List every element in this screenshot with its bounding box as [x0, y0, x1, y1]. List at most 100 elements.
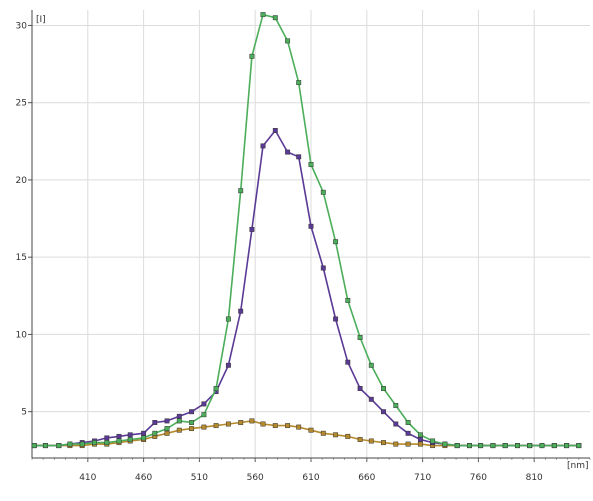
x-tick-label: 460	[135, 473, 152, 483]
data-point	[56, 443, 62, 449]
x-tick-label: 560	[247, 473, 264, 483]
data-point	[201, 412, 207, 418]
data-point	[296, 154, 302, 160]
data-point	[285, 38, 291, 44]
data-point	[213, 386, 219, 391]
data-point	[249, 418, 255, 424]
y-tick-label: 15	[16, 253, 27, 263]
data-point	[333, 316, 339, 322]
data-point	[127, 437, 133, 442]
data-point	[320, 265, 326, 271]
x-tick-label: 510	[191, 473, 208, 483]
data-point	[201, 401, 207, 407]
grid-layer	[32, 10, 590, 458]
data-point	[272, 15, 278, 21]
data-point	[405, 441, 411, 447]
data-point	[430, 438, 436, 444]
data-point	[260, 12, 266, 18]
data-point	[345, 297, 351, 303]
y-tick-label: 25	[16, 99, 27, 109]
data-point	[308, 427, 314, 433]
data-point	[285, 149, 291, 155]
data-point	[249, 226, 255, 232]
data-point	[141, 435, 147, 441]
data-point	[381, 386, 386, 391]
data-point	[515, 443, 520, 449]
x-tick-label: 760	[470, 473, 487, 483]
y-tick-label: 5	[21, 408, 27, 418]
data-point	[368, 396, 374, 402]
data-point	[368, 362, 374, 368]
y-tick-label: 30	[16, 21, 28, 31]
data-point	[225, 362, 231, 368]
data-point	[42, 443, 48, 449]
data-point	[164, 430, 170, 436]
data-point	[176, 427, 182, 433]
data-point	[345, 359, 351, 365]
data-point	[296, 424, 302, 430]
data-point	[357, 437, 363, 442]
x-axis-label: [nm]	[567, 461, 589, 471]
data-point	[393, 403, 399, 408]
data-point	[260, 143, 266, 149]
data-point	[576, 443, 582, 449]
data-point	[164, 426, 170, 432]
data-point	[490, 443, 496, 449]
data-point	[127, 432, 133, 438]
data-point	[141, 430, 147, 436]
data-point	[152, 430, 158, 436]
data-point	[417, 432, 423, 438]
data-point	[405, 420, 411, 425]
data-point	[238, 188, 244, 194]
data-point	[104, 435, 110, 441]
data-point	[31, 443, 37, 449]
data-point	[381, 409, 386, 415]
data-point	[238, 308, 244, 314]
data-point	[333, 432, 339, 438]
data-point	[272, 128, 278, 133]
data-point	[442, 441, 448, 447]
data-point	[152, 420, 158, 425]
data-point	[116, 433, 122, 439]
data-point	[296, 80, 302, 86]
x-tick-label: 710	[414, 473, 431, 483]
data-point	[213, 423, 219, 429]
data-point	[320, 189, 326, 195]
data-point	[417, 441, 423, 447]
data-point	[417, 437, 423, 442]
data-point	[320, 430, 326, 436]
data-point	[333, 239, 339, 245]
data-point	[357, 386, 363, 391]
y-tick-label: 20	[16, 176, 28, 186]
data-point	[116, 438, 122, 444]
data-point	[368, 438, 374, 444]
data-point	[527, 443, 533, 449]
data-point	[454, 443, 460, 449]
data-point	[285, 423, 291, 429]
data-point	[345, 433, 351, 439]
data-point	[176, 418, 182, 424]
data-point	[393, 441, 399, 447]
data-point	[189, 420, 195, 425]
data-point	[405, 430, 411, 436]
y-axis-label: [I]	[36, 15, 46, 25]
data-point	[225, 316, 231, 322]
data-point	[260, 421, 266, 427]
data-point	[308, 223, 314, 229]
y-tick-label: 10	[16, 330, 28, 340]
data-point	[564, 443, 570, 449]
data-point	[104, 440, 110, 446]
series-layer	[31, 12, 582, 449]
x-tick-label: 660	[358, 473, 375, 483]
data-point	[478, 443, 484, 449]
data-point	[357, 335, 363, 340]
data-point	[67, 441, 73, 447]
series-line	[34, 13, 579, 447]
data-point	[308, 162, 314, 167]
data-point	[238, 420, 244, 425]
data-point	[249, 53, 255, 59]
data-point	[272, 423, 278, 429]
